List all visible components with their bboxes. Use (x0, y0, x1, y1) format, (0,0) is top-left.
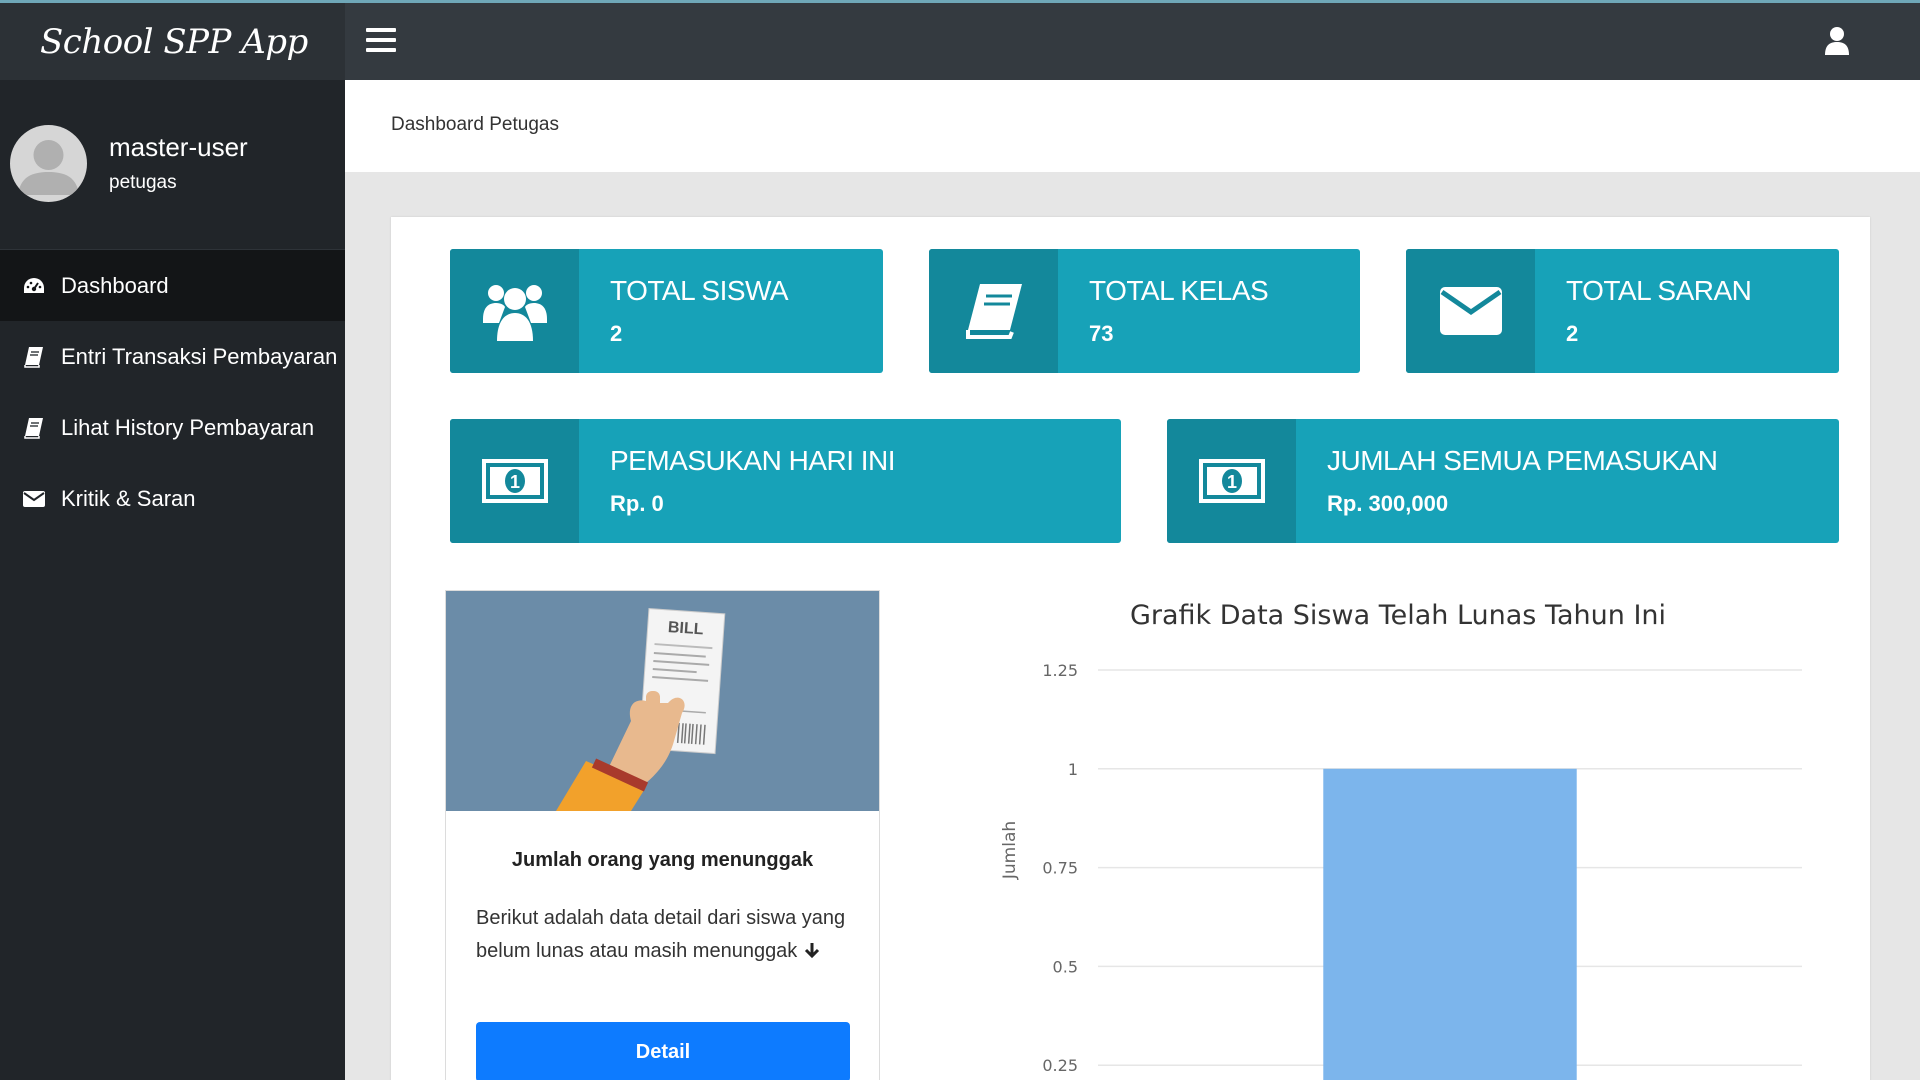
sidebar-item-dashboard[interactable]: Dashboard (0, 250, 345, 321)
sidebar-item-label: Entri Transaksi Pembayaran (61, 343, 338, 369)
stat-label: TOTAL SARAN (1566, 275, 1752, 306)
sidebar-menu: Dashboard Entri Transaksi Pembayaran Lih… (0, 250, 345, 534)
y-tick-label: 0.5 (1053, 957, 1078, 976)
stat-total-saran[interactable]: TOTAL SARAN 2 (1406, 249, 1839, 373)
content-header: Dashboard Petugas (345, 80, 1920, 172)
user-icon[interactable] (1824, 26, 1850, 56)
stat-label: PEMASUKAN HARI INI (610, 445, 896, 476)
money-icon: 1 (450, 419, 579, 543)
breadcrumb: Dashboard Petugas (391, 114, 559, 135)
envelope-icon (1406, 249, 1535, 373)
hamburger-menu-icon[interactable] (366, 28, 396, 54)
chart-svg: Grafik Data Siswa Telah Lunas Tahun Ini … (1000, 600, 1802, 1080)
sidebar-item-lihat-history[interactable]: Lihat History Pembayaran (0, 392, 345, 463)
sidebar-item-kritik-saran[interactable]: Kritik & Saran (0, 463, 345, 534)
chart-title: Grafik Data Siswa Telah Lunas Tahun Ini (1130, 600, 1666, 631)
arrears-title: Jumlah orang yang menunggak (511, 849, 814, 871)
y-tick-label: 1.25 (1042, 661, 1078, 680)
user-panel: master-user petugas (0, 80, 345, 250)
bill-label: BILL (667, 619, 704, 638)
sidebar-item-entri-transaksi[interactable]: Entri Transaksi Pembayaran (0, 321, 345, 392)
sidebar-item-label: Kritik & Saran (61, 485, 196, 511)
stat-total-siswa[interactable]: TOTAL SISWA 2 (450, 249, 883, 373)
book-icon (929, 249, 1058, 373)
y-tick-label: 0.25 (1042, 1056, 1078, 1075)
arrow-down-icon (804, 943, 819, 959)
top-navbar: School SPP App (0, 0, 1920, 80)
user-name: master-user (109, 132, 248, 162)
stat-value: 2 (610, 321, 623, 346)
users-icon (450, 249, 579, 373)
envelope-icon (22, 488, 46, 510)
stat-value: Rp. 0 (610, 491, 664, 516)
detail-button[interactable]: Detail (476, 1022, 850, 1080)
y-tick-label: 0.75 (1042, 859, 1078, 878)
sidebar-item-label: Dashboard (61, 272, 169, 298)
chart-bars (1323, 768, 1577, 1080)
arrears-card: BILL Jumlah orang yang menunggak Berikut… (445, 590, 880, 1080)
book-icon (22, 417, 46, 439)
stat-label: JUMLAH SEMUA PEMASUKAN (1327, 445, 1718, 476)
stat-value: 2 (1566, 321, 1579, 346)
app-brand[interactable]: School SPP App (0, 3, 345, 80)
dashboard-icon (22, 275, 46, 297)
stat-label: TOTAL KELAS (1089, 275, 1269, 306)
bar-chart: Grafik Data Siswa Telah Lunas Tahun Ini … (980, 590, 1840, 1080)
avatar (10, 125, 87, 202)
stat-total-kelas[interactable]: TOTAL KELAS 73 (929, 249, 1360, 373)
stat-jumlah-semua-pemasukan[interactable]: 1 JUMLAH SEMUA PEMASUKAN Rp. 300,000 (1167, 419, 1839, 543)
chart-ylabel: Jumlah (1000, 821, 1020, 880)
stat-label: TOTAL SISWA (610, 275, 789, 306)
user-role: petugas (109, 172, 177, 193)
bill-illustration: BILL (446, 591, 879, 811)
stat-value: Rp. 300,000 (1327, 491, 1449, 516)
sidebar-item-label: Lihat History Pembayaran (61, 414, 315, 440)
book-icon (22, 346, 46, 368)
stat-pemasukan-hari-ini[interactable]: 1 PEMASUKAN HARI INI Rp. 0 (450, 419, 1121, 543)
svg-text:1: 1 (509, 472, 519, 492)
money-icon: 1 (1167, 419, 1296, 543)
y-tick-label: 1 (1068, 760, 1078, 779)
sidebar: master-user petugas Dashboard Entri Tran… (0, 80, 345, 1080)
svg-text:1: 1 (1226, 472, 1236, 492)
chart-bar[interactable] (1323, 768, 1577, 1080)
arrears-description: Berikut adalah data detail dari siswa ya… (476, 907, 846, 962)
stat-value: 73 (1089, 321, 1114, 346)
